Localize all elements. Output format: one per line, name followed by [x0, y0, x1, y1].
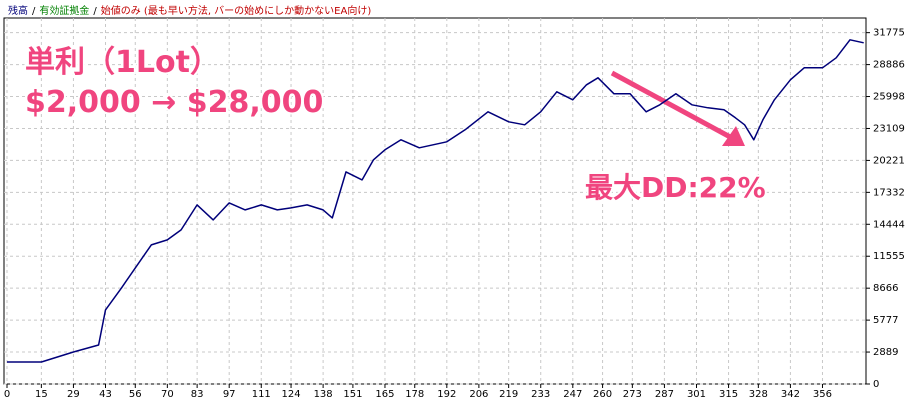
- y-tick-label: 8666: [873, 283, 898, 294]
- y-tick-label: 25998: [873, 92, 905, 103]
- x-tick-label: 315: [719, 389, 738, 400]
- balance-line: [7, 39, 864, 363]
- legend-entry: 始値のみ (最も早い方法, バーの始めにしか動かないEA向け): [101, 4, 372, 17]
- arrow-shaft: [610, 70, 734, 141]
- y-tick-label: 14444: [873, 219, 905, 230]
- y-tick-label: 20221: [873, 155, 905, 166]
- x-tick-label: 219: [499, 389, 518, 400]
- y-tick-label: 28886: [873, 60, 905, 71]
- x-tick-label: 356: [813, 389, 832, 400]
- legend-entry: 有効証拠金: [39, 4, 89, 17]
- x-tick-label: 97: [223, 389, 236, 400]
- x-tick-label: 287: [655, 389, 674, 400]
- y-tick-label: 23109: [873, 123, 905, 134]
- x-tick-label: 43: [99, 389, 112, 400]
- annotation: $2,000 → $28,000: [25, 85, 323, 120]
- y-tick-label: 0: [873, 379, 879, 390]
- arrow-head: [722, 126, 745, 146]
- y-tick-label: 31775: [873, 28, 905, 39]
- x-tick-label: 15: [35, 389, 48, 400]
- annotation: 最大DD:22%: [585, 171, 766, 204]
- x-tick-label: 151: [343, 389, 362, 400]
- x-tick-label: 83: [191, 389, 204, 400]
- x-tick-label: 178: [405, 389, 424, 400]
- plot-frame: [3, 17, 867, 385]
- x-tick-label: 124: [281, 389, 300, 400]
- x-tick-label: 165: [375, 389, 394, 400]
- x-tick-label: 206: [469, 389, 488, 400]
- annotation: 単利（1Lot）: [25, 45, 220, 80]
- y-tick-label: 17332: [873, 187, 905, 198]
- x-tick-label: 29: [67, 389, 80, 400]
- y-tick-label: 5777: [873, 315, 898, 326]
- legend: 残高 / 有効証拠金 / 始値のみ (最も早い方法, バーの始めにしか動かないEA向け): [8, 4, 371, 17]
- x-tick-label: 328: [749, 389, 768, 400]
- grid: [4, 18, 866, 385]
- x-tick-label: 342: [781, 389, 800, 400]
- y-tick-label: 2889: [873, 347, 898, 358]
- x-tick-label: 233: [531, 389, 550, 400]
- x-tick-label: 260: [593, 389, 612, 400]
- x-tick-label: 247: [563, 389, 582, 400]
- legend-separator: /: [93, 6, 97, 17]
- y-tick-label: 11555: [873, 251, 905, 262]
- x-tick-label: 56: [129, 389, 142, 400]
- x-tick-label: 138: [314, 389, 333, 400]
- legend-separator: /: [32, 6, 36, 17]
- x-tick-label: 301: [687, 389, 706, 400]
- x-tick-label: 192: [437, 389, 456, 400]
- legend-entry: 残高: [8, 4, 28, 17]
- x-tick-label: 111: [252, 389, 271, 400]
- x-tick-label: 273: [623, 389, 642, 400]
- x-tick-label: 70: [161, 389, 174, 400]
- x-tick-label: 0: [4, 389, 10, 400]
